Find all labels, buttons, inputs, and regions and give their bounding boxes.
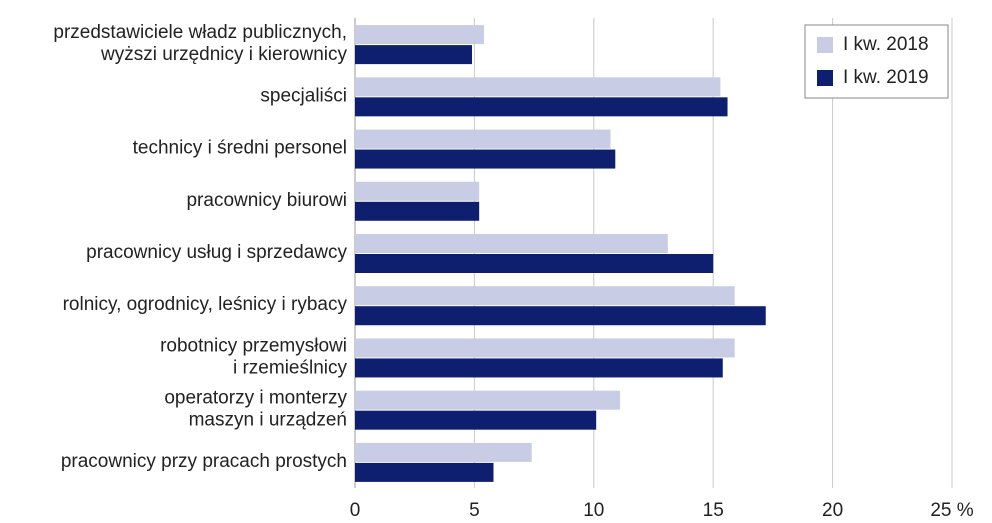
bar: [355, 306, 766, 326]
bar: [355, 462, 494, 482]
bar: [355, 149, 616, 169]
y-tick-label: pracownicy usług i sprzedawcy: [86, 242, 347, 263]
y-tick-label: i rzemieślnicy: [233, 357, 348, 378]
legend-label: I kw. 2019: [843, 67, 929, 88]
y-tick-label: specjaliści: [260, 85, 347, 106]
bar: [355, 286, 735, 306]
y-tick-label: rolnicy, ogrodnicy, leśnicy i rybacy: [63, 294, 348, 315]
y-tick-label: wyższi urzędnicy i kierownicy: [100, 44, 348, 65]
y-tick-label: pracownicy biurowi: [186, 190, 347, 211]
bar: [355, 25, 484, 45]
bar: [355, 181, 480, 201]
x-tick-label: 0: [350, 500, 361, 521]
bar: [355, 410, 597, 430]
bar: [355, 129, 611, 149]
bar: [355, 45, 473, 65]
x-tick-label: 20: [822, 500, 843, 521]
legend-label: I kw. 2018: [843, 34, 929, 55]
bar: [355, 338, 735, 358]
x-tick-label: 15: [703, 500, 724, 521]
y-tick-label: pracownicy przy pracach prostych: [61, 451, 347, 472]
bar: [355, 390, 621, 410]
legend-swatch: [817, 70, 833, 86]
x-tick-label: 10: [583, 500, 604, 521]
y-tick-label: operatorzy i monterzy: [164, 388, 347, 409]
legend-swatch: [817, 37, 833, 53]
bar: [355, 358, 723, 378]
bar: [355, 77, 721, 97]
y-tick-label: maszyn i urządzeń: [189, 410, 347, 431]
bar: [355, 254, 714, 273]
bar: [355, 97, 728, 117]
bar: [355, 234, 668, 253]
y-tick-label: robotnicy przemysłowi: [160, 335, 347, 356]
x-tick-label: 25 %: [930, 500, 973, 521]
y-tick-label: przedstawiciele władz publicznych,: [53, 22, 347, 43]
y-tick-label: technicy i średni personel: [133, 138, 347, 159]
bar: [355, 442, 532, 462]
x-tick-label: 5: [469, 500, 480, 521]
bar: [355, 201, 480, 221]
